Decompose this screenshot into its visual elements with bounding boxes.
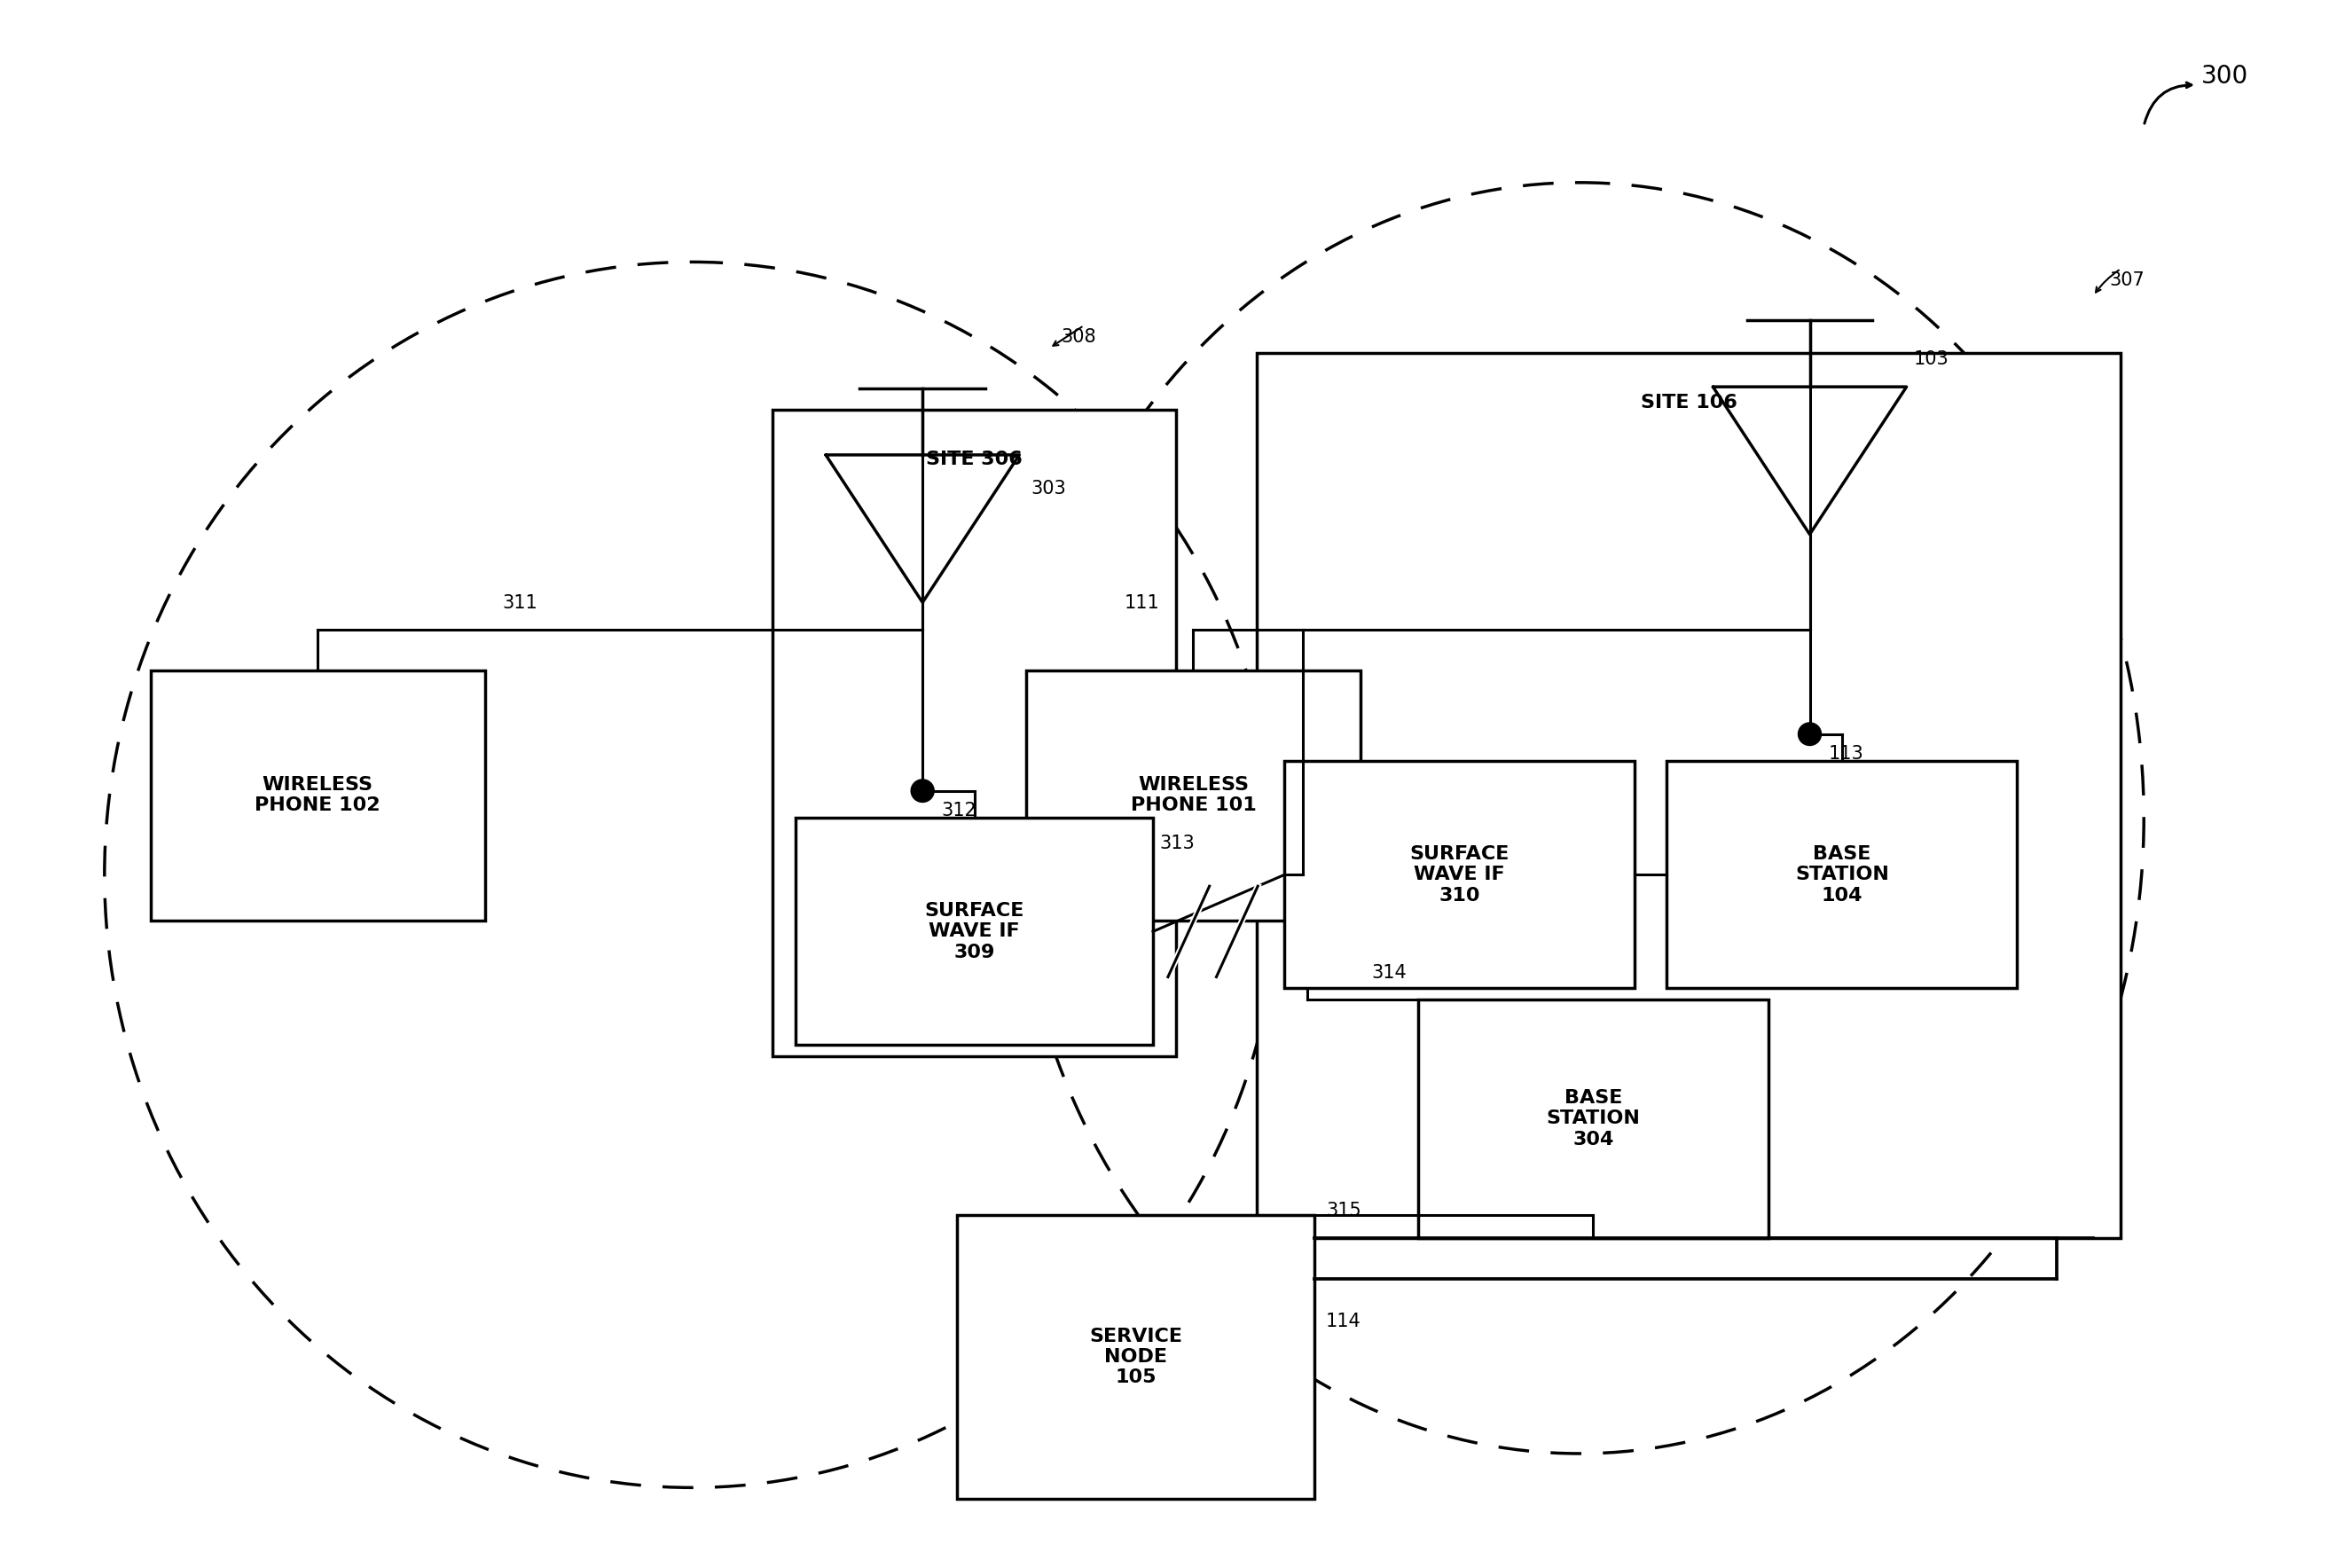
Text: BASE
STATION
104: BASE STATION 104 [1796,845,1889,905]
Text: BASE
STATION
304: BASE STATION 304 [1546,1090,1640,1148]
FancyBboxPatch shape [1418,1000,1768,1237]
Text: SURFACE
WAVE IF
310: SURFACE WAVE IF 310 [1409,845,1509,905]
FancyBboxPatch shape [1283,762,1635,988]
Text: 303: 303 [1032,480,1067,497]
Text: SITE 306: SITE 306 [927,450,1022,469]
Text: 311: 311 [503,594,538,612]
Text: WIRELESS
PHONE 101: WIRELESS PHONE 101 [1130,776,1255,814]
Text: 315: 315 [1325,1203,1360,1220]
Circle shape [911,779,934,803]
Text: SURFACE
WAVE IF
309: SURFACE WAVE IF 309 [925,902,1025,961]
Text: 312: 312 [941,803,976,820]
Text: WIRELESS
PHONE 102: WIRELESS PHONE 102 [254,776,380,814]
Text: 300: 300 [2201,63,2250,88]
FancyBboxPatch shape [1258,353,2122,1237]
Text: 307: 307 [2110,271,2145,289]
Circle shape [1798,723,1821,745]
FancyBboxPatch shape [797,818,1153,1044]
Text: SERVICE
NODE
105: SERVICE NODE 105 [1090,1328,1183,1386]
Text: 111: 111 [1125,594,1160,612]
Text: 114: 114 [1325,1312,1360,1331]
Text: 113: 113 [1828,745,1863,764]
FancyBboxPatch shape [773,409,1176,1057]
FancyBboxPatch shape [1668,762,2017,988]
Text: 314: 314 [1372,964,1407,982]
FancyBboxPatch shape [1027,671,1360,920]
FancyBboxPatch shape [151,671,484,920]
Text: 308: 308 [1060,328,1097,347]
FancyBboxPatch shape [957,1215,1314,1499]
Text: 313: 313 [1160,834,1195,851]
Text: 103: 103 [1914,351,1949,368]
Text: SITE 106: SITE 106 [1640,394,1737,411]
